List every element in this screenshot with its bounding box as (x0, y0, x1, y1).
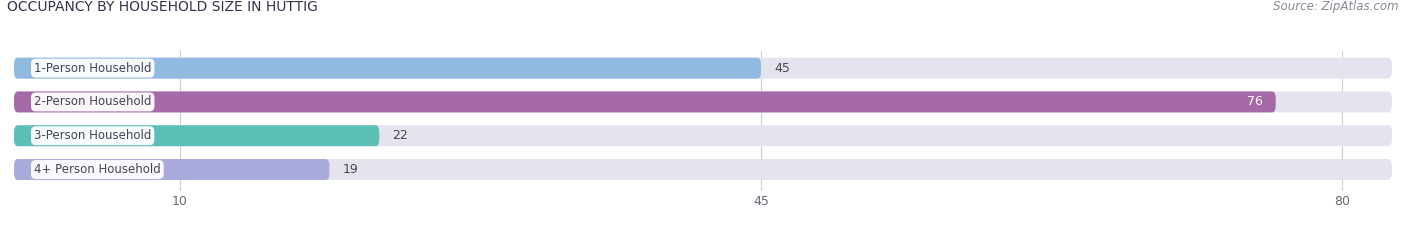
FancyBboxPatch shape (14, 125, 1392, 146)
FancyBboxPatch shape (14, 125, 380, 146)
Text: 4+ Person Household: 4+ Person Household (34, 163, 160, 176)
Text: 3-Person Household: 3-Person Household (34, 129, 152, 142)
FancyBboxPatch shape (14, 58, 761, 79)
Text: 1-Person Household: 1-Person Household (34, 62, 152, 75)
FancyBboxPatch shape (14, 92, 1275, 112)
Text: Source: ZipAtlas.com: Source: ZipAtlas.com (1274, 0, 1399, 13)
FancyBboxPatch shape (14, 159, 1392, 180)
FancyBboxPatch shape (14, 92, 1392, 112)
Text: 19: 19 (343, 163, 359, 176)
Text: OCCUPANCY BY HOUSEHOLD SIZE IN HUTTIG: OCCUPANCY BY HOUSEHOLD SIZE IN HUTTIG (7, 0, 318, 14)
FancyBboxPatch shape (14, 159, 329, 180)
Text: 76: 76 (1247, 96, 1263, 108)
Text: 22: 22 (392, 129, 408, 142)
Text: 2-Person Household: 2-Person Household (34, 96, 152, 108)
FancyBboxPatch shape (14, 58, 1392, 79)
Text: 45: 45 (775, 62, 790, 75)
